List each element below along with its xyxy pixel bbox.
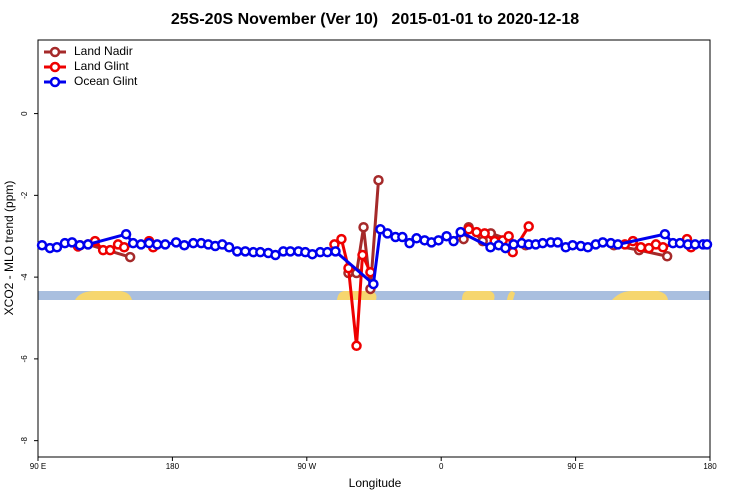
legend-label: Land Nadir — [74, 44, 133, 58]
point — [74, 239, 86, 251]
point — [373, 174, 384, 186]
point — [523, 221, 534, 232]
point — [104, 244, 116, 256]
legend-label: Ocean Glint — [74, 74, 138, 88]
point — [351, 340, 362, 352]
point — [597, 237, 609, 248]
legend-label: Land Glint — [74, 59, 129, 73]
point — [358, 221, 369, 233]
point — [433, 235, 444, 246]
point — [124, 251, 136, 263]
x-tick-label: 0 — [439, 462, 444, 471]
point — [500, 242, 511, 254]
point — [471, 226, 482, 238]
point — [127, 237, 139, 249]
point — [485, 242, 496, 253]
x-tick-label: 90 E — [30, 462, 46, 471]
point — [674, 237, 686, 249]
point — [223, 242, 235, 253]
chart-title: 25S-20S November (Ver 10) 2015-01-01 to … — [171, 11, 579, 28]
point — [231, 246, 243, 257]
point — [567, 239, 578, 251]
point — [179, 239, 190, 251]
y-axis-label: XCO2 - MLO trend (ppm) — [2, 181, 16, 316]
point — [537, 237, 548, 249]
point — [612, 239, 624, 250]
x-tick-label: 180 — [166, 462, 180, 471]
point — [240, 246, 251, 257]
point — [143, 237, 155, 249]
y-tick-label: -8 — [20, 437, 29, 445]
point — [322, 246, 333, 258]
legend-marker — [49, 46, 61, 58]
point — [397, 231, 408, 243]
point — [330, 246, 341, 257]
point — [151, 239, 163, 250]
y-tick-label: -2 — [20, 191, 29, 199]
point — [159, 239, 171, 250]
y-tick-label: -4 — [20, 273, 29, 281]
point — [118, 242, 130, 253]
point — [411, 233, 422, 244]
point — [368, 278, 379, 290]
point — [701, 239, 713, 250]
x-tick-label: 90 E — [567, 462, 583, 471]
point — [503, 230, 514, 242]
point — [82, 239, 94, 250]
point — [336, 233, 347, 245]
x-tick-label: 180 — [703, 462, 717, 471]
point — [382, 228, 393, 239]
point — [404, 237, 415, 249]
point — [479, 228, 490, 239]
point — [120, 228, 132, 240]
point — [441, 230, 452, 242]
point — [508, 239, 519, 250]
point — [661, 251, 673, 262]
x-axis-label: Longitude — [349, 476, 402, 490]
point — [170, 237, 182, 248]
point — [51, 242, 63, 253]
point — [270, 249, 281, 261]
point — [448, 235, 459, 247]
legend-marker — [49, 76, 61, 88]
legend-marker — [49, 61, 61, 73]
point — [357, 249, 368, 261]
x-tick-label: 90 W — [297, 462, 316, 471]
point — [285, 246, 296, 257]
land-strip — [38, 291, 710, 300]
point — [659, 228, 671, 240]
point — [135, 239, 147, 250]
y-tick-label: 0 — [20, 111, 29, 116]
point — [657, 242, 669, 253]
point — [455, 226, 466, 238]
point — [552, 237, 563, 248]
point — [635, 242, 647, 253]
y-tick-label: -6 — [20, 355, 29, 363]
